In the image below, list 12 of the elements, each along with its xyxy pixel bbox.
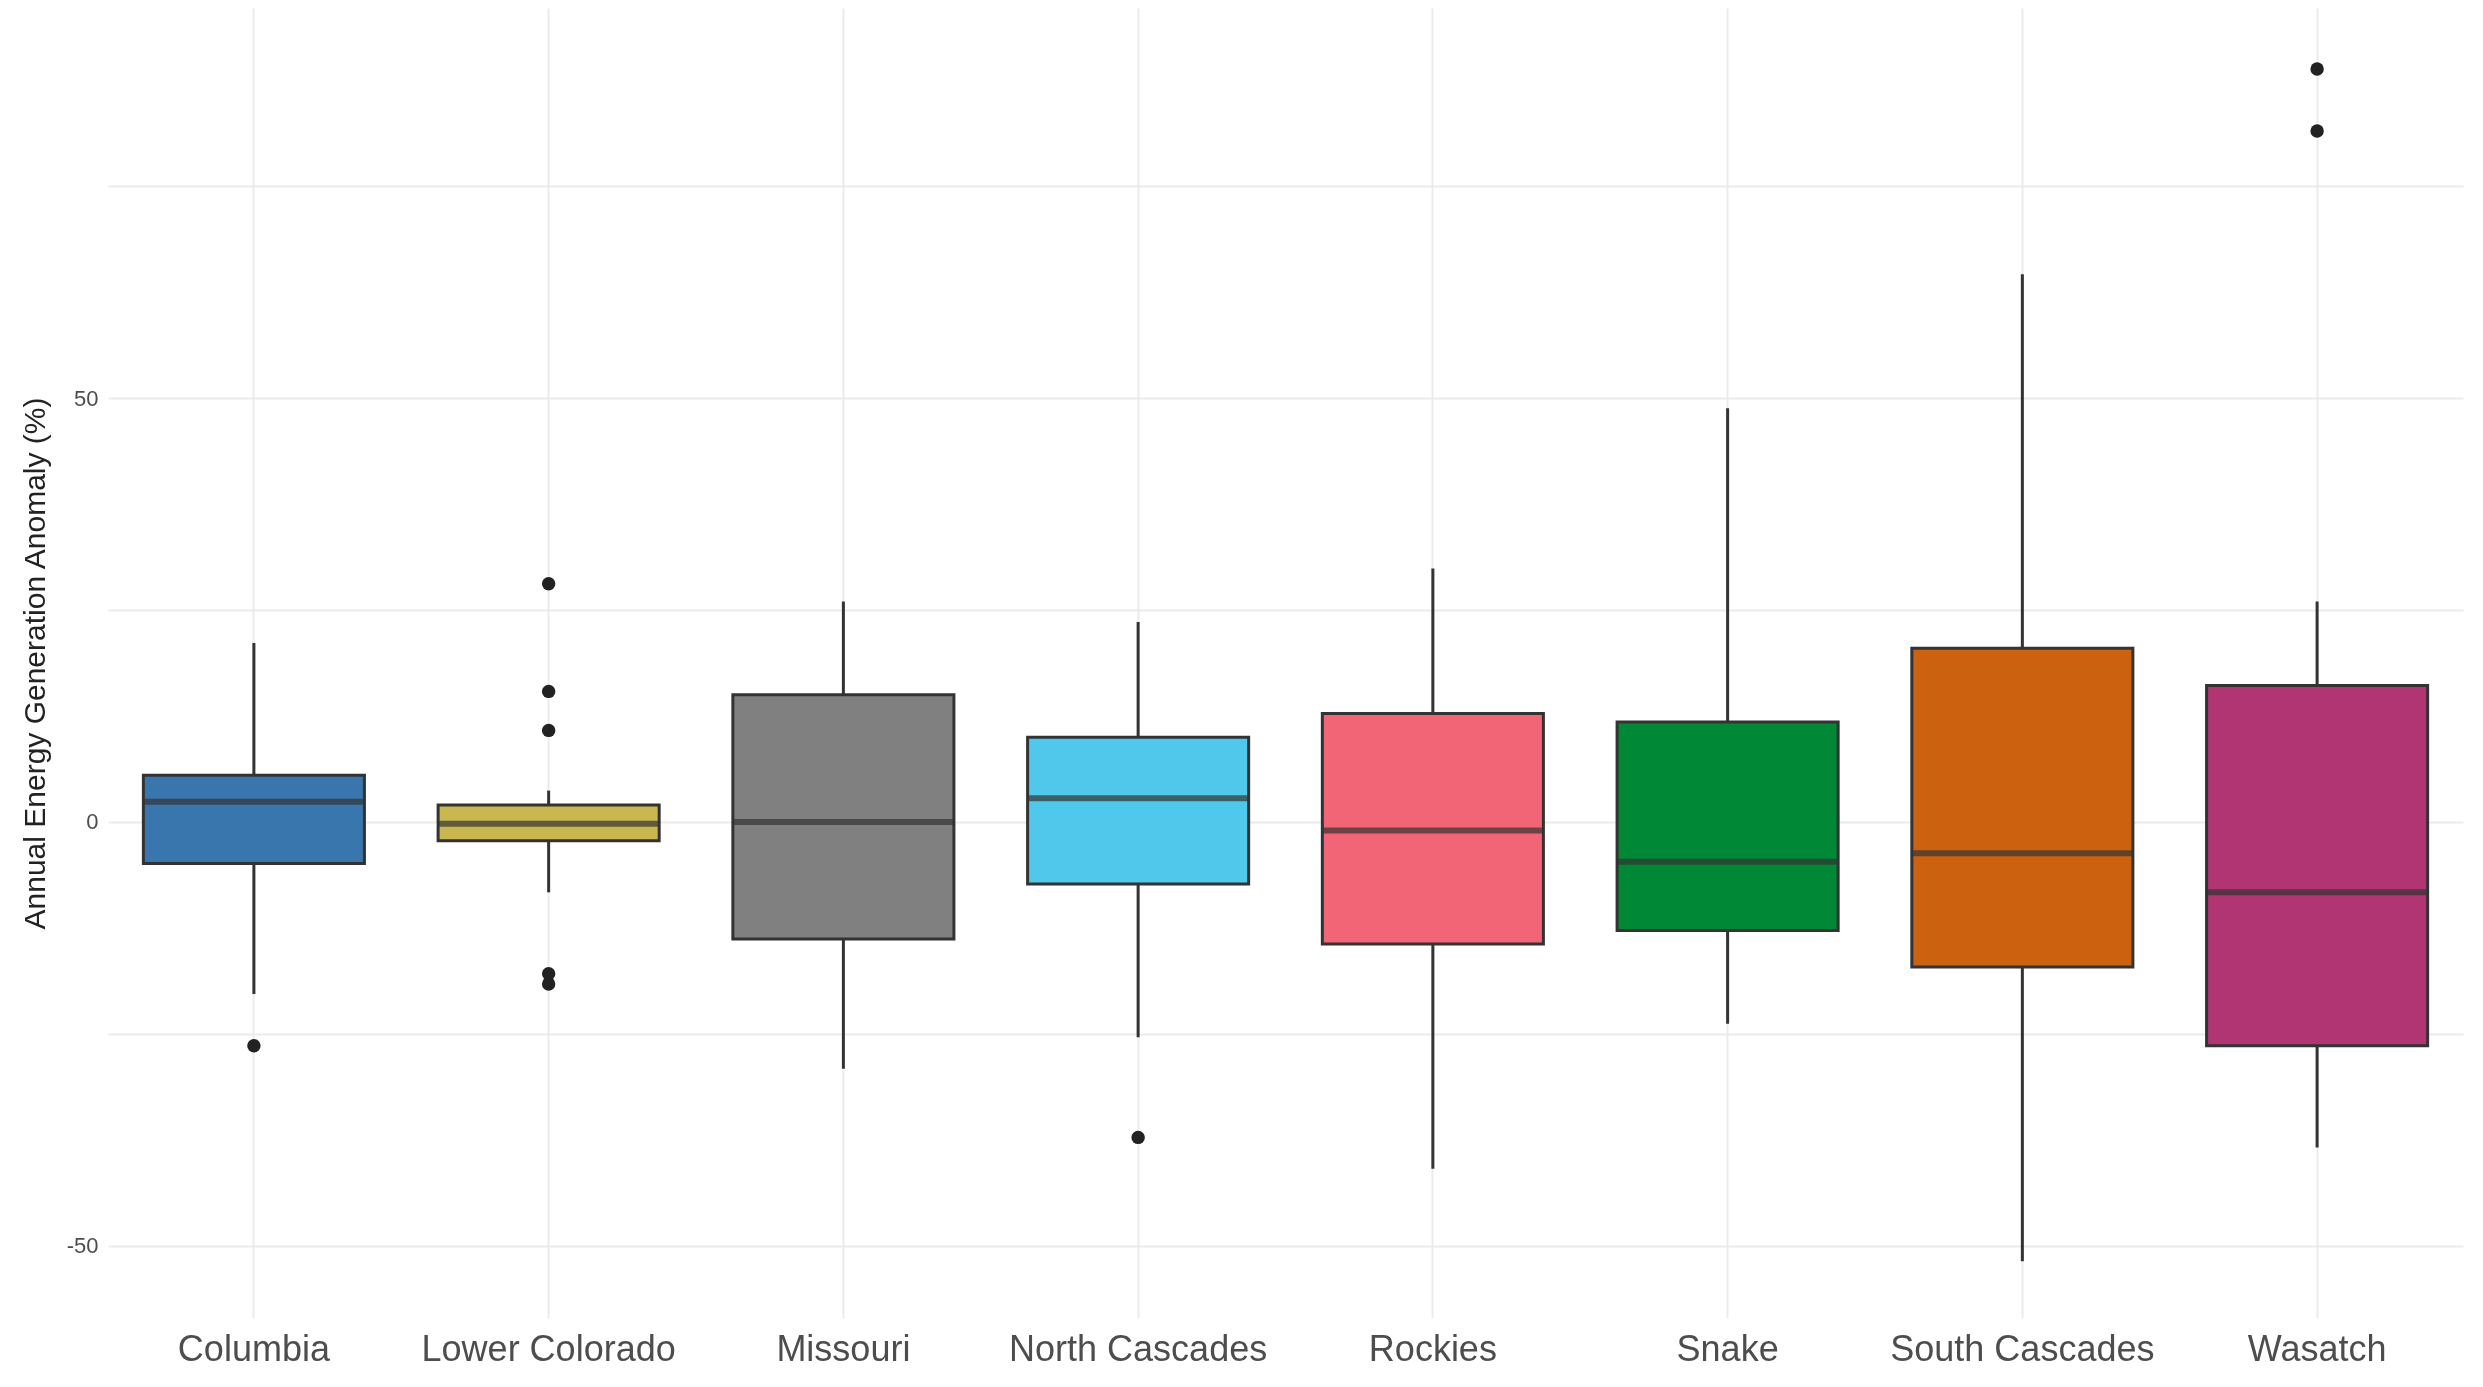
x-tick-label: Wasatch — [2247, 1327, 2387, 1369]
x-tick-label: Columbia — [177, 1327, 331, 1369]
y-tick-label: 50 — [74, 385, 99, 411]
y-tick-label: -50 — [66, 1233, 99, 1259]
x-tick-label: Snake — [1676, 1327, 1779, 1369]
x-tick-label: Lower Colorado — [421, 1327, 676, 1369]
y-tick-label: 0 — [86, 809, 99, 835]
x-tick-label: Missouri — [776, 1327, 911, 1369]
x-tick-label: North Cascades — [1009, 1327, 1268, 1369]
x-tick-label: South Cascades — [1890, 1327, 2155, 1369]
y-axis-title: Annual Energy Generation Anomaly (%) — [17, 397, 51, 930]
x-tick-label: Rockies — [1368, 1327, 1497, 1369]
